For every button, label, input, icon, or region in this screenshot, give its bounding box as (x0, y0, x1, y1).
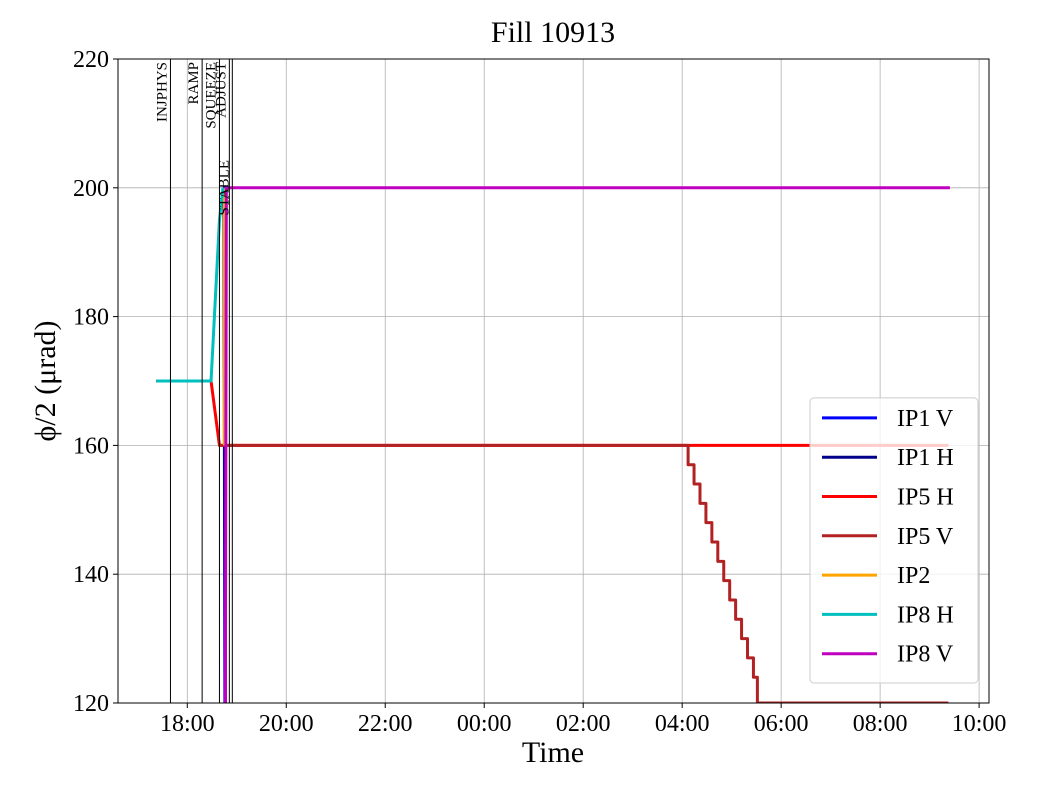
y-tick-label: 220 (73, 47, 109, 73)
y-tick-label: 140 (73, 562, 109, 588)
x-tick-label: 08:00 (853, 711, 908, 737)
y-tick-label: 120 (73, 691, 109, 717)
mode-label: ADJUST (213, 62, 229, 118)
legend-label: IP8 H (897, 602, 954, 628)
x-tick-label: 06:00 (754, 711, 809, 737)
x-tick-label: 22:00 (358, 711, 413, 737)
x-tick-label: 04:00 (655, 711, 710, 737)
legend-label: IP2 (897, 563, 930, 589)
series-line (156, 187, 225, 383)
x-tick-label: 00:00 (457, 711, 512, 737)
series-line (223, 186, 950, 703)
ticks: 120 140 160 180 200 220 18:00 20:00 22:00 00:00 02… (73, 47, 1006, 737)
legend-label: IP8 V (897, 642, 954, 668)
plot-area (156, 186, 950, 703)
mode-label: INJPHYS (154, 62, 170, 122)
x-tick-label: 02:00 (556, 711, 611, 737)
chart-title: Fill 10913 (491, 16, 615, 49)
y-axis-label: ϕ/2 (μrad) (29, 321, 62, 442)
legend-label: IP1 H (897, 445, 954, 471)
mode-label: SQUEEZE (203, 62, 219, 129)
legend-label: IP5 H (897, 485, 954, 511)
plot-frame (117, 58, 990, 704)
x-tick-label: 10:00 (952, 711, 1007, 737)
legend-box (809, 397, 979, 684)
series-line (219, 443, 949, 703)
x-axis-label: Time (522, 736, 584, 769)
mode-label: STABLE (216, 160, 232, 215)
y-tick-label: 180 (73, 305, 109, 331)
legend: IP1 V IP1 H IP5 H IP5 V IP2 IP8 H IP8 V (809, 397, 979, 684)
x-tick-label: 18:00 (160, 711, 215, 737)
y-tick-label: 200 (73, 176, 109, 202)
legend-label: IP5 V (897, 524, 954, 550)
x-tick-label: 20:00 (259, 711, 314, 737)
y-tick-label: 160 (73, 433, 109, 459)
mode-label: RAMP (186, 62, 202, 105)
legend-label: IP1 V (897, 406, 954, 432)
